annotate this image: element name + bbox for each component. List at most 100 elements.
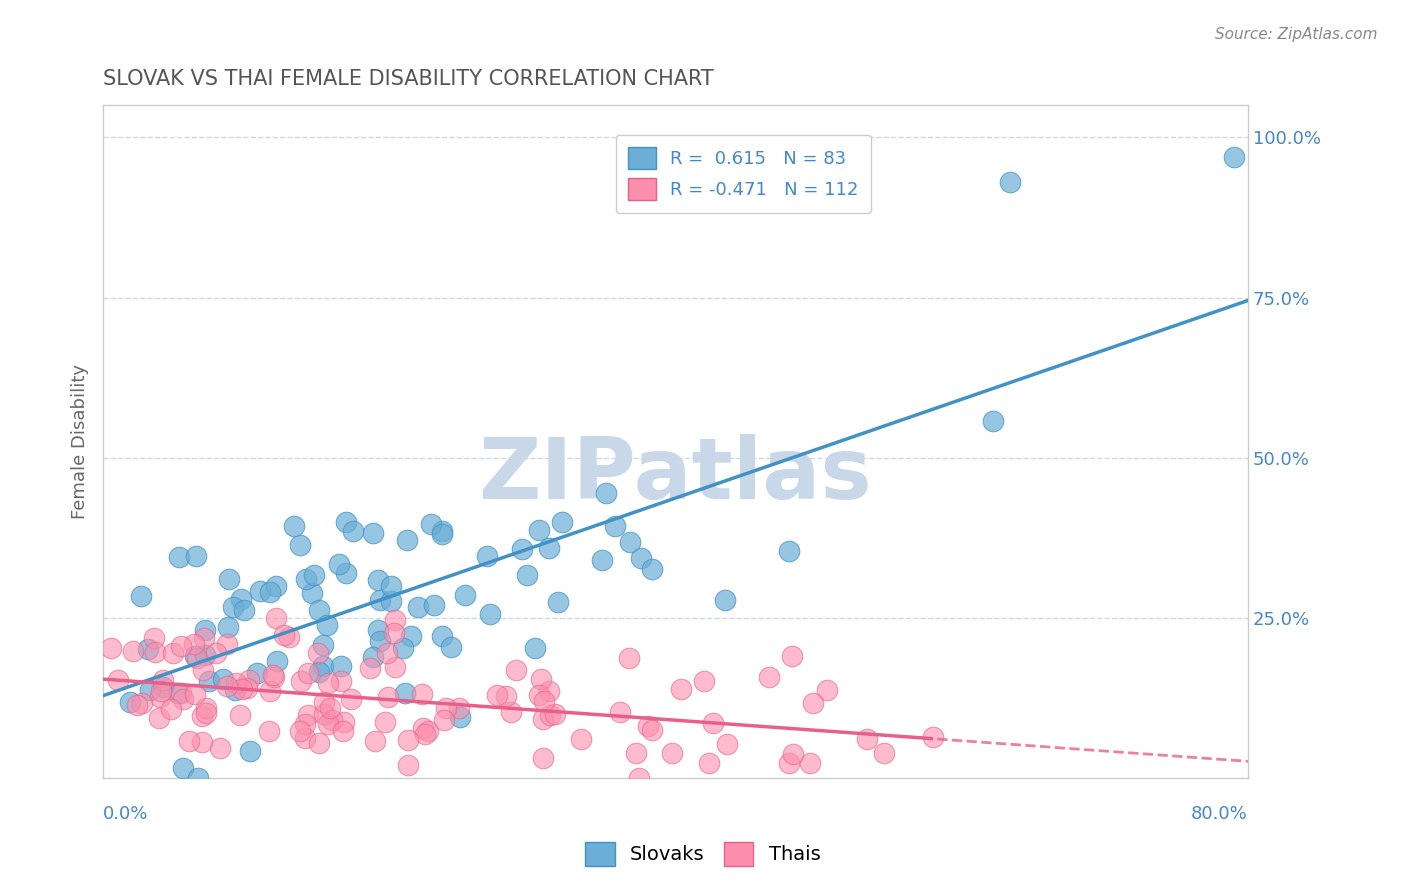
Point bbox=[368, 593, 391, 607]
Y-axis label: Female Disability: Female Disability bbox=[72, 364, 89, 519]
Point bbox=[392, 641, 415, 656]
Point bbox=[714, 593, 737, 607]
Point bbox=[257, 723, 280, 738]
Point bbox=[131, 696, 153, 710]
Point bbox=[297, 666, 319, 681]
Point bbox=[626, 746, 648, 760]
Point bbox=[420, 517, 443, 532]
Point bbox=[208, 740, 231, 755]
Point bbox=[172, 760, 194, 774]
Point bbox=[335, 566, 357, 581]
Point bbox=[152, 680, 174, 694]
Point bbox=[187, 771, 209, 785]
Point bbox=[308, 602, 330, 616]
Point bbox=[486, 688, 509, 702]
Point bbox=[364, 733, 387, 747]
Text: ZIPatlas: ZIPatlas bbox=[478, 434, 872, 516]
Point bbox=[1222, 150, 1244, 164]
Point bbox=[778, 544, 800, 558]
Point bbox=[193, 632, 215, 646]
Point bbox=[921, 730, 943, 744]
Point bbox=[780, 648, 803, 663]
Point bbox=[551, 515, 574, 529]
Point bbox=[527, 688, 550, 702]
Point bbox=[628, 771, 651, 785]
Point bbox=[332, 724, 354, 739]
Point bbox=[569, 732, 592, 747]
Point bbox=[595, 486, 617, 500]
Point bbox=[415, 727, 437, 741]
Point bbox=[312, 695, 335, 709]
Point bbox=[194, 648, 217, 663]
Point bbox=[162, 646, 184, 660]
Point bbox=[499, 705, 522, 719]
Text: SLOVAK VS THAI FEMALE DISABILITY CORRELATION CHART: SLOVAK VS THAI FEMALE DISABILITY CORRELA… bbox=[103, 69, 714, 88]
Point bbox=[222, 600, 245, 615]
Point bbox=[191, 735, 214, 749]
Point bbox=[998, 175, 1021, 189]
Point bbox=[122, 644, 145, 658]
Point bbox=[693, 673, 716, 688]
Point bbox=[246, 665, 269, 680]
Point bbox=[172, 692, 194, 706]
Point bbox=[239, 744, 262, 758]
Point bbox=[238, 673, 260, 687]
Point bbox=[186, 651, 208, 665]
Point bbox=[263, 670, 285, 684]
Point bbox=[191, 709, 214, 723]
Point bbox=[394, 686, 416, 700]
Point bbox=[217, 620, 239, 634]
Point bbox=[297, 708, 319, 723]
Point bbox=[591, 553, 613, 567]
Legend: Slovaks, Thais: Slovaks, Thais bbox=[578, 834, 828, 873]
Text: Source: ZipAtlas.com: Source: ZipAtlas.com bbox=[1215, 27, 1378, 42]
Point bbox=[454, 588, 477, 602]
Point bbox=[377, 690, 399, 705]
Point bbox=[530, 672, 553, 686]
Point bbox=[524, 641, 547, 656]
Point bbox=[264, 611, 287, 625]
Point bbox=[330, 674, 353, 689]
Point bbox=[195, 706, 218, 720]
Point bbox=[531, 712, 554, 726]
Point bbox=[533, 693, 555, 707]
Point bbox=[167, 686, 190, 700]
Point bbox=[316, 617, 339, 632]
Point bbox=[218, 572, 240, 586]
Point bbox=[406, 599, 429, 614]
Point bbox=[152, 673, 174, 687]
Point bbox=[399, 629, 422, 643]
Point bbox=[204, 646, 226, 660]
Point bbox=[538, 541, 561, 555]
Point bbox=[283, 519, 305, 533]
Point bbox=[290, 673, 312, 688]
Point bbox=[637, 719, 659, 733]
Point bbox=[143, 631, 166, 645]
Point bbox=[149, 690, 172, 704]
Point bbox=[641, 723, 664, 738]
Point bbox=[191, 664, 214, 678]
Point bbox=[396, 733, 419, 747]
Point bbox=[716, 737, 738, 751]
Point bbox=[301, 585, 323, 599]
Point bbox=[447, 701, 470, 715]
Point bbox=[375, 646, 398, 660]
Point bbox=[186, 549, 208, 563]
Point bbox=[125, 698, 148, 713]
Point bbox=[412, 721, 434, 735]
Point bbox=[312, 706, 335, 721]
Point bbox=[384, 613, 406, 627]
Point bbox=[380, 578, 402, 592]
Point bbox=[411, 687, 433, 701]
Point bbox=[478, 607, 501, 621]
Point bbox=[363, 649, 385, 664]
Point bbox=[259, 683, 281, 698]
Point bbox=[340, 691, 363, 706]
Legend: R =  0.615   N = 83, R = -0.471   N = 112: R = 0.615 N = 83, R = -0.471 N = 112 bbox=[616, 135, 870, 213]
Point bbox=[981, 414, 1004, 428]
Point bbox=[368, 634, 391, 648]
Point bbox=[641, 562, 664, 576]
Point bbox=[294, 716, 316, 731]
Point bbox=[609, 705, 631, 719]
Point bbox=[538, 707, 561, 722]
